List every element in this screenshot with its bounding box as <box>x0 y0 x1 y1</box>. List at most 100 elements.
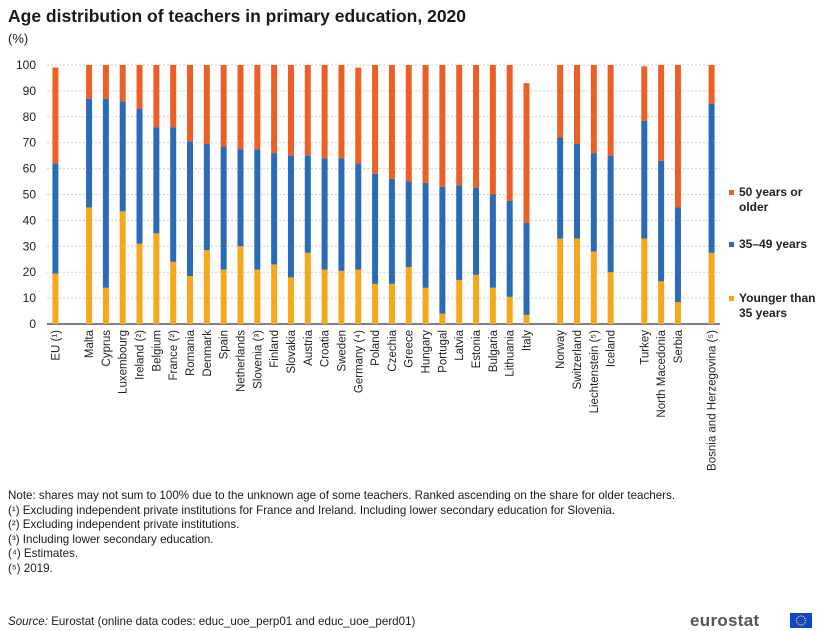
bar-segment <box>271 65 278 154</box>
y-tick-label: 90 <box>23 84 37 98</box>
bar-segment <box>52 163 59 274</box>
bar-segment <box>388 65 395 179</box>
bar-segment <box>388 178 395 284</box>
bar-segment <box>523 83 530 223</box>
chart: 0 10 20 30 40 50 60 70 80 90 100 EU (¹) Malta Cyprus L… <box>16 58 815 471</box>
x-tick-label: Czechia <box>387 329 399 371</box>
bar-segment <box>304 155 311 253</box>
x-tick-label: Hungary <box>421 330 433 374</box>
bar-segment <box>220 65 227 147</box>
flag-star <box>802 615 804 618</box>
x-tick-label: Ireland (²) <box>135 330 147 380</box>
bar-segment <box>254 65 261 150</box>
x-tick-label: Lithuania <box>505 329 517 376</box>
x-tick-label: Denmark <box>202 330 214 377</box>
bar-segment <box>304 252 311 324</box>
bar-segment <box>304 65 311 156</box>
flag-star <box>796 617 798 619</box>
bar-segment <box>153 65 160 128</box>
flag-star <box>798 615 800 618</box>
legend-swatch <box>729 296 734 301</box>
x-tick-label: Serbia <box>673 329 685 363</box>
bar-segment <box>321 269 328 324</box>
x-tick-label: Greece <box>404 330 416 368</box>
bar-segment <box>355 269 362 324</box>
bar-segment <box>523 222 530 315</box>
bar-segment <box>52 273 59 324</box>
bar-segment <box>86 98 93 208</box>
x-tick-label: France (²) <box>168 330 180 381</box>
bar-segment <box>473 274 480 324</box>
bar-segment <box>456 65 463 186</box>
legend-label: Younger than <box>739 291 815 305</box>
bar-segment <box>573 65 580 144</box>
y-tick-label: 30 <box>23 239 37 253</box>
bar-segment <box>674 301 681 324</box>
bar-segment <box>153 127 160 234</box>
bar-segment <box>220 269 227 324</box>
bar-segment <box>119 101 126 212</box>
bar-segment <box>405 65 412 182</box>
bar-segment <box>473 188 480 275</box>
bar-segment <box>523 314 530 324</box>
bar-segment <box>641 66 648 121</box>
legend-label: 50 years or <box>739 185 803 199</box>
note-main: Note: shares may not sum to 100% due to … <box>8 489 676 502</box>
flag-star <box>804 619 807 622</box>
bar-segment <box>136 65 143 110</box>
x-tick-label: Poland <box>370 330 382 366</box>
bar-segment <box>203 250 210 324</box>
bar-segment <box>153 233 160 324</box>
bar-segment <box>489 65 496 195</box>
x-tick-label: Cyprus <box>101 330 113 367</box>
bar-segment <box>254 149 261 270</box>
x-tick-label: Finland <box>269 330 281 368</box>
flag-star <box>804 622 806 624</box>
footnote-4: (⁴) Estimates. <box>8 547 79 561</box>
bar-segment <box>287 155 294 278</box>
x-tick-label: Latvia <box>454 329 466 360</box>
x-tick-label: Belgium <box>151 330 163 372</box>
bar-segment <box>658 65 665 161</box>
x-tick-label: Spain <box>219 330 231 359</box>
bar-segment <box>607 155 614 273</box>
x-tick-label: Bulgaria <box>488 329 500 372</box>
y-tick-label: 60 <box>23 162 37 176</box>
flag-star <box>800 615 802 617</box>
bar-segment <box>456 279 463 324</box>
bar-segment <box>136 243 143 324</box>
legend-label: older <box>739 200 769 214</box>
bar-segment <box>203 143 210 251</box>
bar-segment <box>119 211 126 324</box>
bar-segment <box>102 65 109 99</box>
bar-segment <box>557 238 564 324</box>
bar-segment <box>287 65 294 156</box>
bar-segment <box>237 149 244 247</box>
bar-segment <box>271 153 278 265</box>
source-line: Source: Eurostat (online data codes: edu… <box>8 615 415 628</box>
bar-segment <box>674 65 681 208</box>
bar-segment <box>372 65 379 174</box>
flag-star <box>800 624 802 626</box>
chart-unit: (%) <box>8 31 29 46</box>
x-tick-label: EU (¹) <box>50 330 62 361</box>
bar-segment <box>607 65 614 156</box>
bar-segment <box>422 65 429 183</box>
x-tick-label: Liechtenstein (⁵) <box>589 330 601 414</box>
bar-segment <box>355 67 362 164</box>
chart-title: Age distribution of teachers in primary … <box>8 6 467 26</box>
flag-star <box>798 623 800 626</box>
x-tick-label: Malta <box>84 329 96 358</box>
legend-swatch <box>729 190 734 195</box>
bar-segment <box>338 65 345 159</box>
x-tick-label: Slovakia <box>286 329 298 373</box>
bar-segment <box>641 238 648 324</box>
bar-segment <box>338 158 345 271</box>
bar-segment <box>405 181 412 268</box>
x-tick-label: Estonia <box>471 329 483 368</box>
x-tick-label: Austria <box>303 329 315 365</box>
logo-text: eurostat <box>690 611 760 630</box>
bar-segment <box>708 103 715 253</box>
y-tick-label: 80 <box>23 110 37 124</box>
bar-segment <box>439 186 446 314</box>
